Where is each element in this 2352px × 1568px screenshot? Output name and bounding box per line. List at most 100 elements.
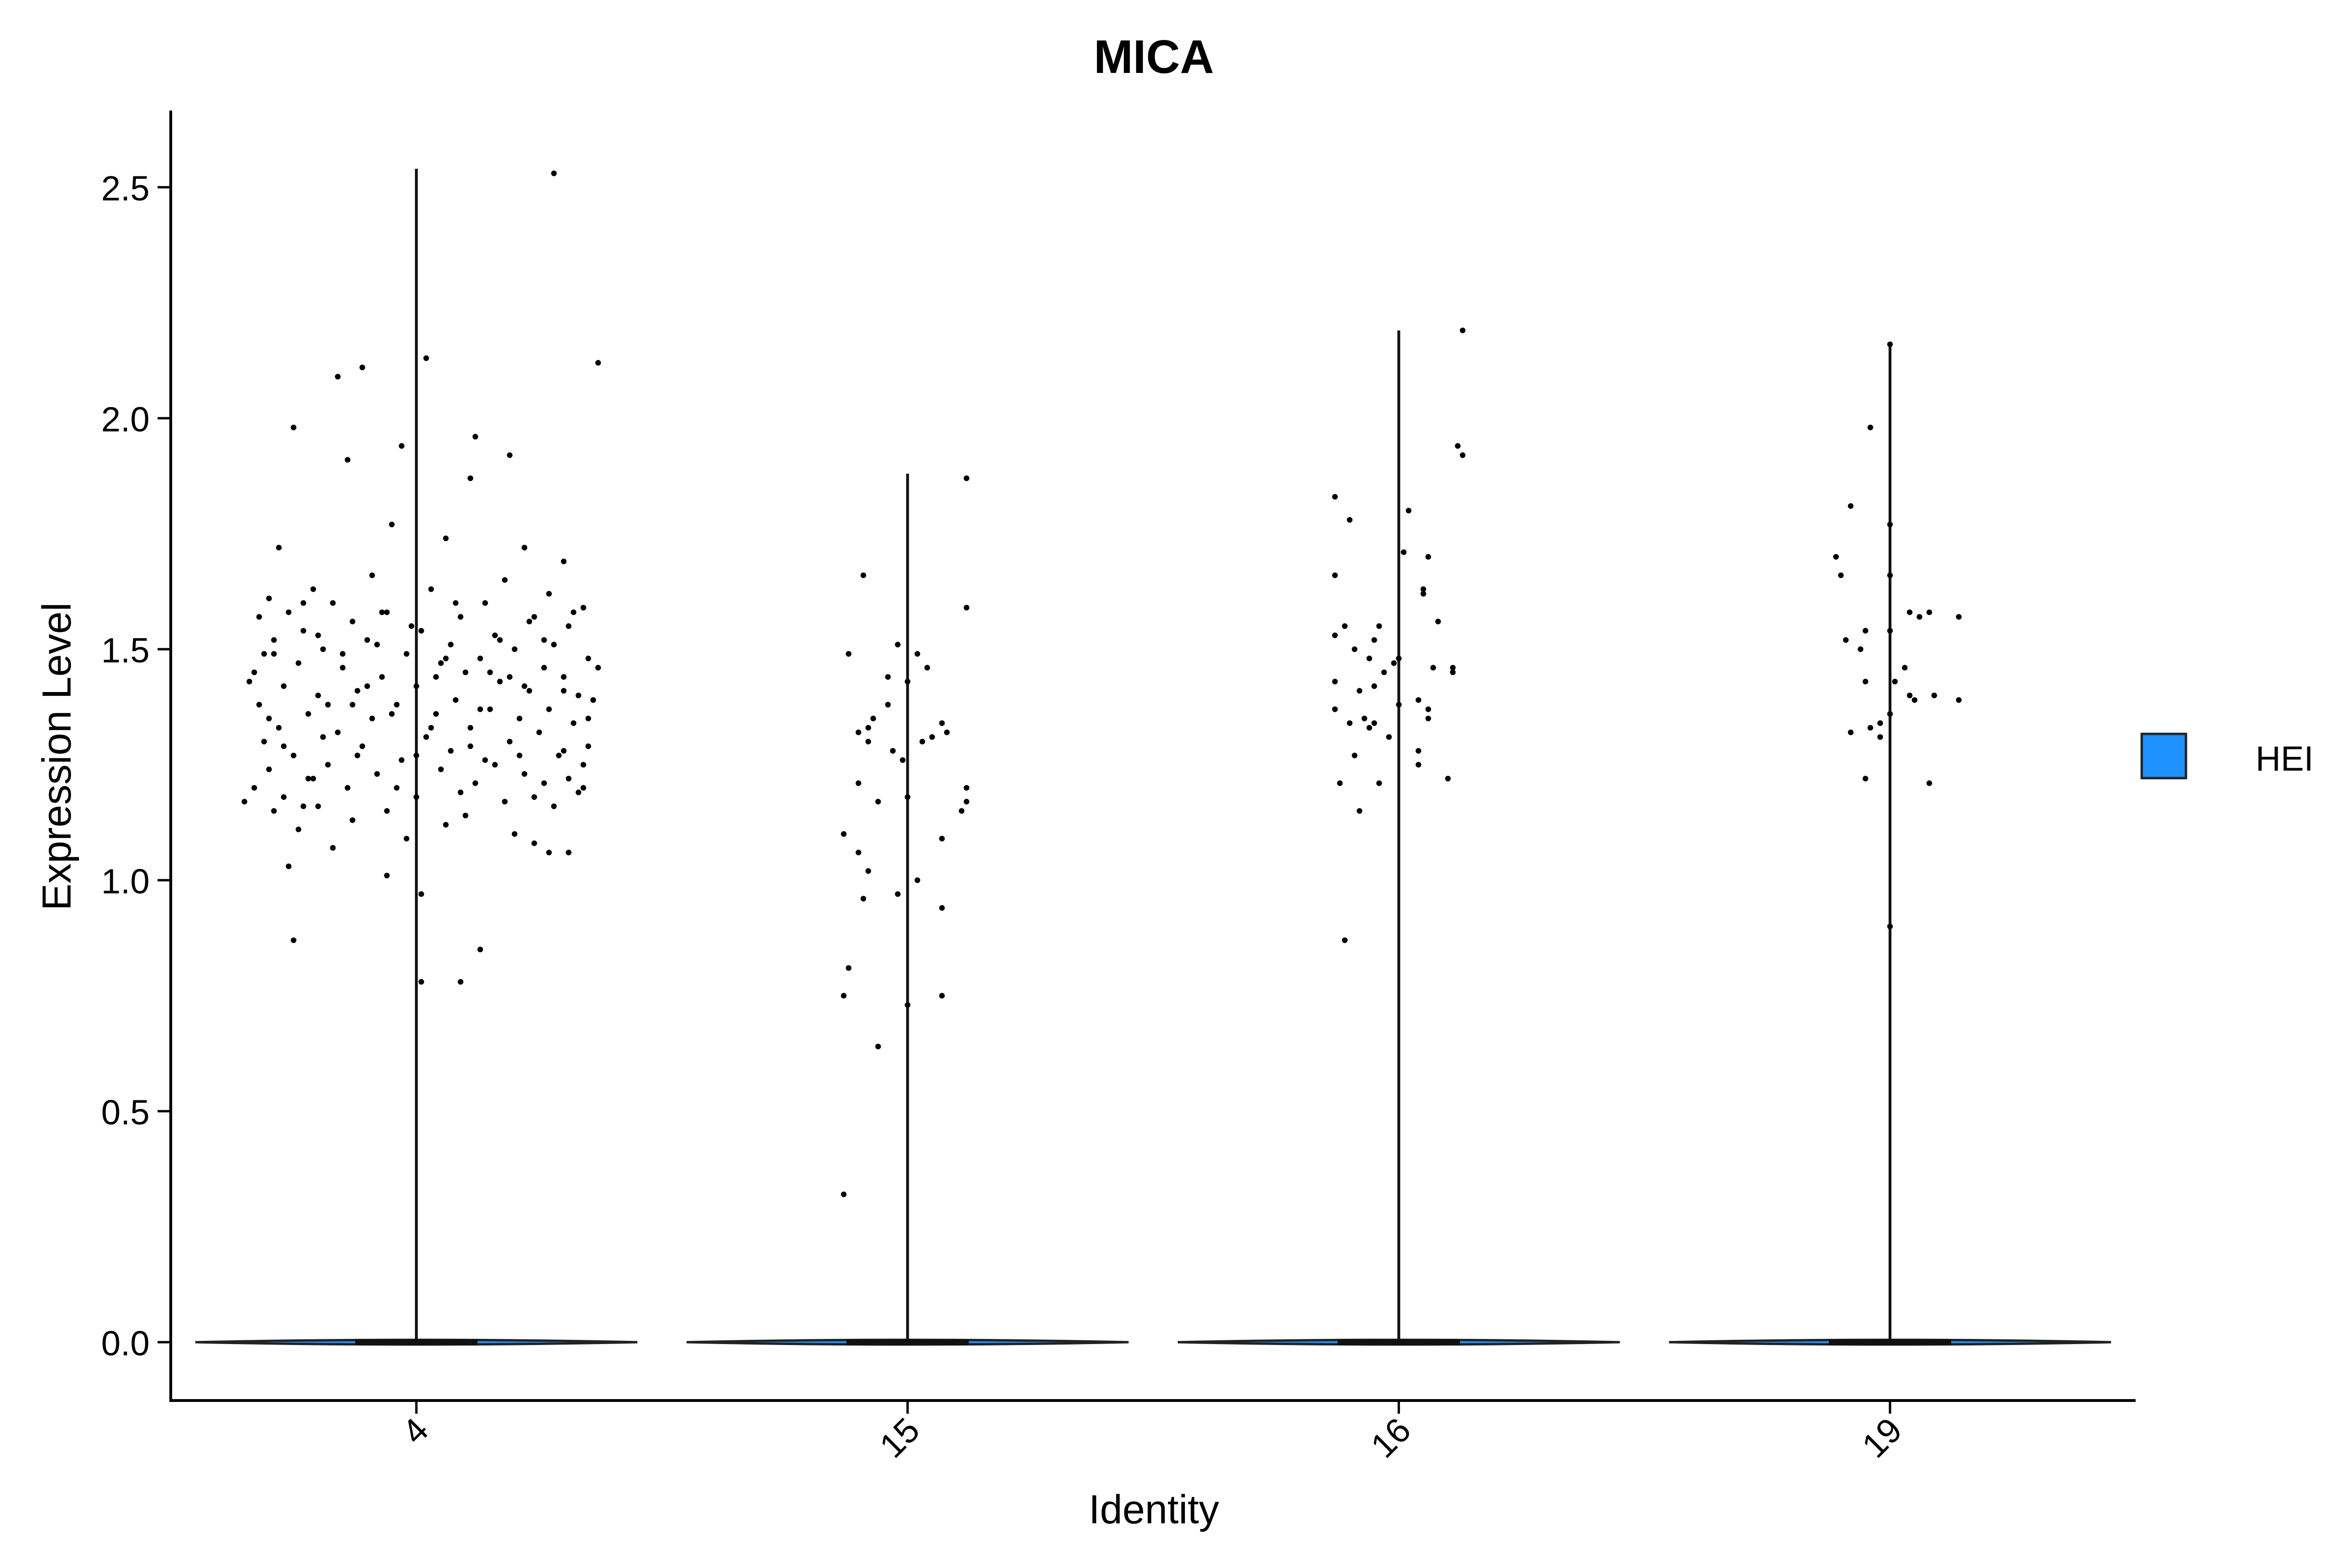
data-point (379, 609, 385, 615)
data-point (905, 1002, 911, 1008)
data-point (394, 785, 400, 791)
data-point (369, 716, 375, 722)
axes (169, 111, 2136, 1402)
data-point (1371, 720, 1377, 726)
data-point (546, 850, 552, 856)
data-point (305, 775, 311, 781)
data-point (295, 826, 302, 832)
data-point (359, 364, 366, 370)
x-tick-label: 4 (395, 1410, 436, 1452)
x-ticks: 4 15 16 19 (395, 1401, 1909, 1465)
data-point (1887, 923, 1893, 930)
data-point (502, 577, 508, 583)
data-point (1351, 752, 1358, 758)
data-point (379, 674, 385, 680)
data-point (335, 374, 341, 380)
data-point (443, 655, 449, 661)
data-point (963, 605, 969, 611)
y-tick-label: 1.0 (101, 862, 150, 901)
data-point (561, 674, 567, 680)
data-point (507, 452, 513, 458)
data-point (1351, 646, 1358, 652)
data-point (1445, 775, 1451, 781)
data-point (1386, 734, 1392, 740)
data-point (350, 701, 356, 708)
data-point (1425, 716, 1431, 722)
data-point (291, 424, 297, 430)
data-point (1862, 775, 1868, 781)
data-point (295, 660, 302, 666)
data-point (1887, 628, 1893, 634)
data-point (350, 619, 356, 625)
data-point (1347, 517, 1353, 523)
data-point (556, 752, 562, 758)
data-point (595, 360, 601, 366)
points (241, 170, 1962, 1197)
data-point (1425, 706, 1431, 712)
data-point (492, 632, 498, 638)
data-point (914, 651, 921, 657)
data-point (300, 600, 306, 606)
data-point (1887, 341, 1893, 347)
data-point (541, 637, 547, 643)
data-point (571, 720, 577, 726)
data-point (1460, 327, 1466, 334)
data-point (300, 803, 306, 809)
data-point (885, 674, 891, 680)
data-point (1376, 623, 1382, 629)
data-point (1342, 623, 1348, 629)
data-point (1332, 493, 1338, 500)
data-point (841, 831, 847, 837)
data-point (531, 614, 537, 620)
data-point (1902, 665, 1908, 671)
data-point (389, 711, 395, 717)
data-point (428, 724, 434, 731)
data-point (350, 817, 356, 823)
data-point (413, 794, 420, 800)
y-tick-label: 0.5 (101, 1093, 150, 1132)
data-point (865, 724, 871, 731)
data-point (310, 586, 316, 592)
data-point (1337, 780, 1343, 786)
data-point (1956, 614, 1962, 620)
data-point (1381, 669, 1387, 676)
data-point (855, 729, 861, 735)
data-point (315, 692, 321, 699)
data-point (487, 706, 493, 712)
data-point (939, 836, 945, 842)
data-point (433, 711, 439, 717)
data-point (418, 628, 424, 634)
data-point (944, 729, 950, 735)
data-point (1430, 665, 1436, 671)
data-point (398, 443, 405, 449)
data-point (905, 794, 911, 800)
y-tick-label: 1.5 (101, 631, 150, 670)
legend: HEI (2140, 732, 2313, 780)
y-tick-label: 2.0 (101, 400, 150, 439)
data-point (1347, 720, 1353, 726)
data-point (502, 799, 508, 805)
data-point (841, 993, 847, 999)
data-point (1907, 692, 1913, 699)
y-tick-label: 2.5 (101, 169, 150, 208)
data-point (1371, 683, 1377, 689)
data-point (1862, 628, 1868, 634)
data-point (521, 544, 527, 550)
x-tick-label: 16 (1363, 1410, 1418, 1465)
data-point (413, 752, 420, 758)
data-point (1332, 632, 1338, 638)
data-point (271, 651, 277, 657)
data-point (423, 734, 429, 740)
data-point (507, 739, 513, 745)
data-point (286, 863, 292, 869)
data-point (320, 734, 326, 740)
data-point (575, 692, 581, 699)
data-point (1435, 619, 1441, 625)
data-point (276, 544, 282, 550)
data-point (939, 993, 945, 999)
y-tick-label: 0.0 (101, 1324, 150, 1363)
data-point (418, 979, 424, 985)
data-point (291, 752, 297, 758)
data-point (1361, 716, 1367, 722)
data-point (531, 840, 537, 846)
